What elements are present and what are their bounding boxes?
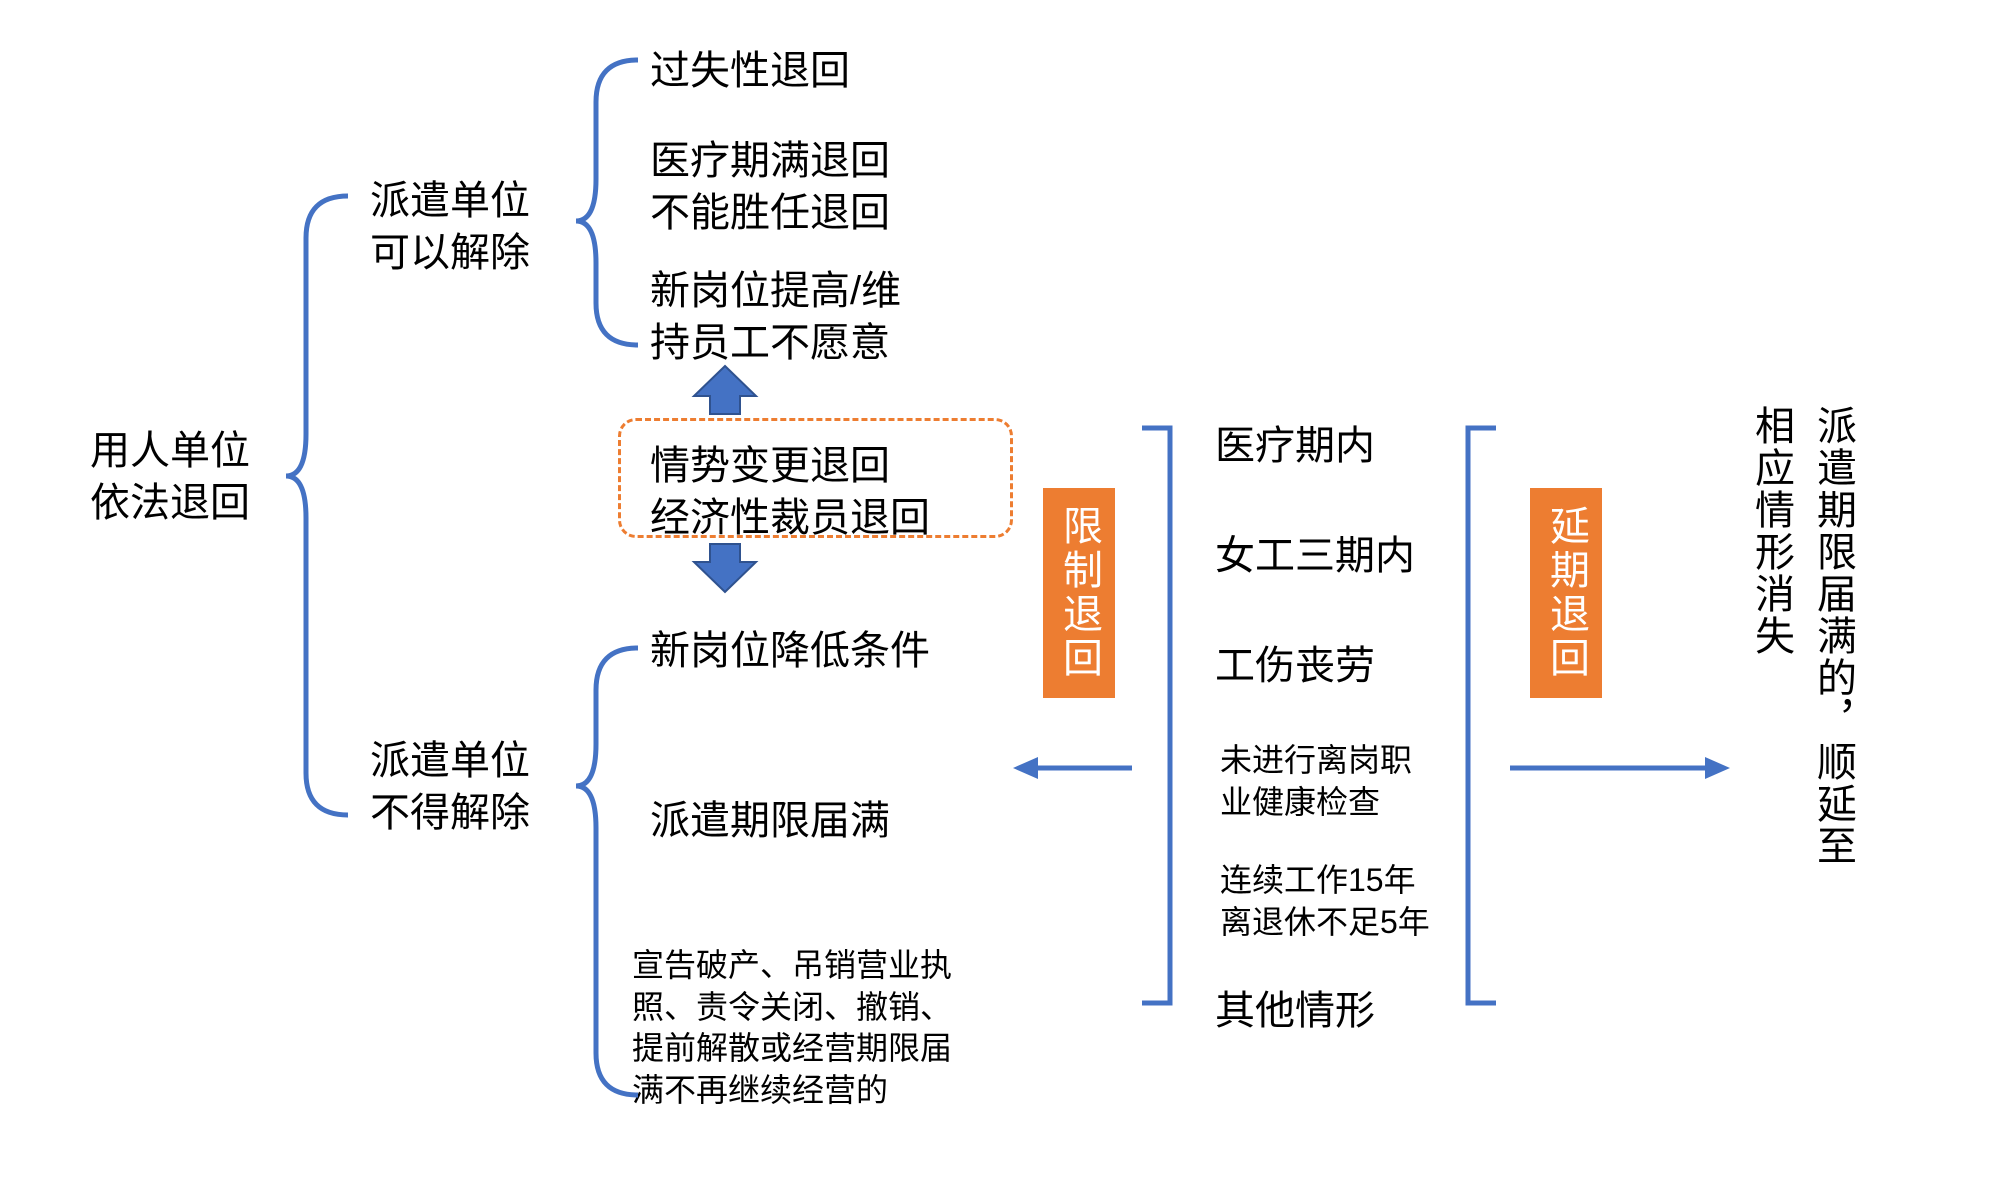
orange-delay-return: 延期退回 — [1530, 488, 1602, 698]
bracket-root — [286, 196, 348, 815]
branch1-line1: 派遣单位 — [370, 175, 530, 227]
root-line1: 用人单位 — [90, 425, 250, 477]
block-arrow-up — [694, 366, 756, 414]
branch-cannot-terminate: 派遣单位 不得解除 — [370, 735, 530, 839]
orange-restrict-return: 限制退回 — [1043, 488, 1115, 698]
root-line2: 依法退回 — [90, 477, 250, 529]
far-right-col1: 派遣期限届满的，顺延至 — [1807, 405, 1859, 867]
branch-can-terminate: 派遣单位 可以解除 — [370, 175, 530, 279]
r-female-three-periods: 女工三期内 — [1215, 530, 1415, 582]
svg-overlay — [0, 0, 2016, 1187]
arrow-left — [1013, 757, 1132, 779]
r-no-health-check: 未进行离岗职 业健康检查 — [1220, 740, 1412, 823]
arrow-right — [1510, 757, 1730, 779]
block-arrow-down — [694, 544, 756, 592]
item-new-position-unwilling: 新岗位提高/维 持员工不愿意 — [650, 265, 901, 369]
branch1-line2: 可以解除 — [370, 227, 530, 279]
r-work-injury: 工伤丧劳 — [1215, 640, 1375, 692]
center-node: 情势变更退回 经济性裁员退回 — [650, 440, 930, 544]
r-medical-period: 医疗期内 — [1215, 420, 1375, 472]
bracket-branch2 — [576, 648, 638, 1095]
far-right-text: 相应情形消失 派遣期限届满的，顺延至 — [1745, 405, 1859, 867]
item-bankruptcy-etc: 宣告破产、吊销营业执 照、责令关闭、撤销、 提前解散或经营期限届 满不再继续经营… — [632, 945, 952, 1111]
square-bracket-right — [1468, 428, 1496, 1003]
branch2-line1: 派遣单位 — [370, 735, 530, 787]
root-node: 用人单位 依法退回 — [90, 425, 250, 529]
bracket-branch1 — [576, 60, 638, 345]
far-right-col2: 相应情形消失 — [1745, 405, 1797, 867]
r-other: 其他情形 — [1215, 985, 1375, 1037]
item-fault-return: 过失性退回 — [650, 45, 850, 97]
item-term-expired: 派遣期限届满 — [650, 795, 890, 847]
square-bracket-left — [1142, 428, 1170, 1003]
branch2-line2: 不得解除 — [370, 787, 530, 839]
item-lower-conditions: 新岗位降低条件 — [650, 625, 930, 677]
r-15-years: 连续工作15年 离退休不足5年 — [1220, 860, 1430, 943]
item-medical-incompetent: 医疗期满退回 不能胜任退回 — [650, 135, 890, 239]
